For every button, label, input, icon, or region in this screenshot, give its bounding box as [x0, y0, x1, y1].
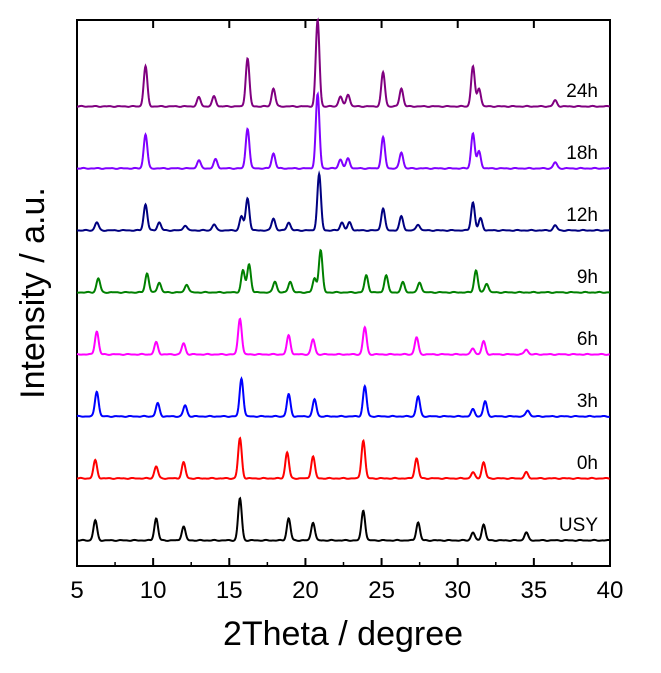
series-line-0h [76, 436, 610, 480]
series-label-18h: 18h [566, 143, 598, 164]
series-label-6h: 6h [577, 329, 598, 350]
series-line-6h [76, 317, 610, 356]
series-label-24h: 24h [566, 81, 598, 102]
x-axis-tick-labels: 5 10 15 20 25 30 35 40 [70, 577, 623, 604]
x-tick-label: 15 [216, 577, 243, 604]
x-tick-label: 10 [140, 577, 167, 604]
y-axis-title: Intensity / a.u. [14, 187, 52, 399]
x-tick-label: 5 [70, 577, 83, 604]
x-tick-label: 35 [521, 577, 548, 604]
series-line-24h [76, 17, 610, 108]
x-axis-title: 2Theta / degree [223, 615, 463, 653]
x-tick-label: 30 [444, 577, 471, 604]
series-label-9h: 9h [577, 267, 598, 288]
series-line-18h [76, 91, 610, 170]
x-tick-label: 40 [597, 577, 624, 604]
x-tick-label: 20 [292, 577, 319, 604]
series-label-0h: 0h [577, 453, 598, 474]
series-label-3h: 3h [577, 391, 598, 412]
x-tick-label: 25 [368, 577, 395, 604]
series-line-USY [76, 496, 610, 542]
series-label-USY: USY [559, 515, 598, 536]
series-label-12h: 12h [566, 205, 598, 226]
series-line-3h [76, 376, 610, 418]
x-axis-ticks [76, 20, 611, 566]
series-layer [76, 17, 610, 542]
series-labels: USY 0h 3h 6h 9h 12h 18h 24h [559, 81, 598, 536]
series-line-9h [76, 248, 610, 294]
series-line-12h [76, 170, 610, 232]
